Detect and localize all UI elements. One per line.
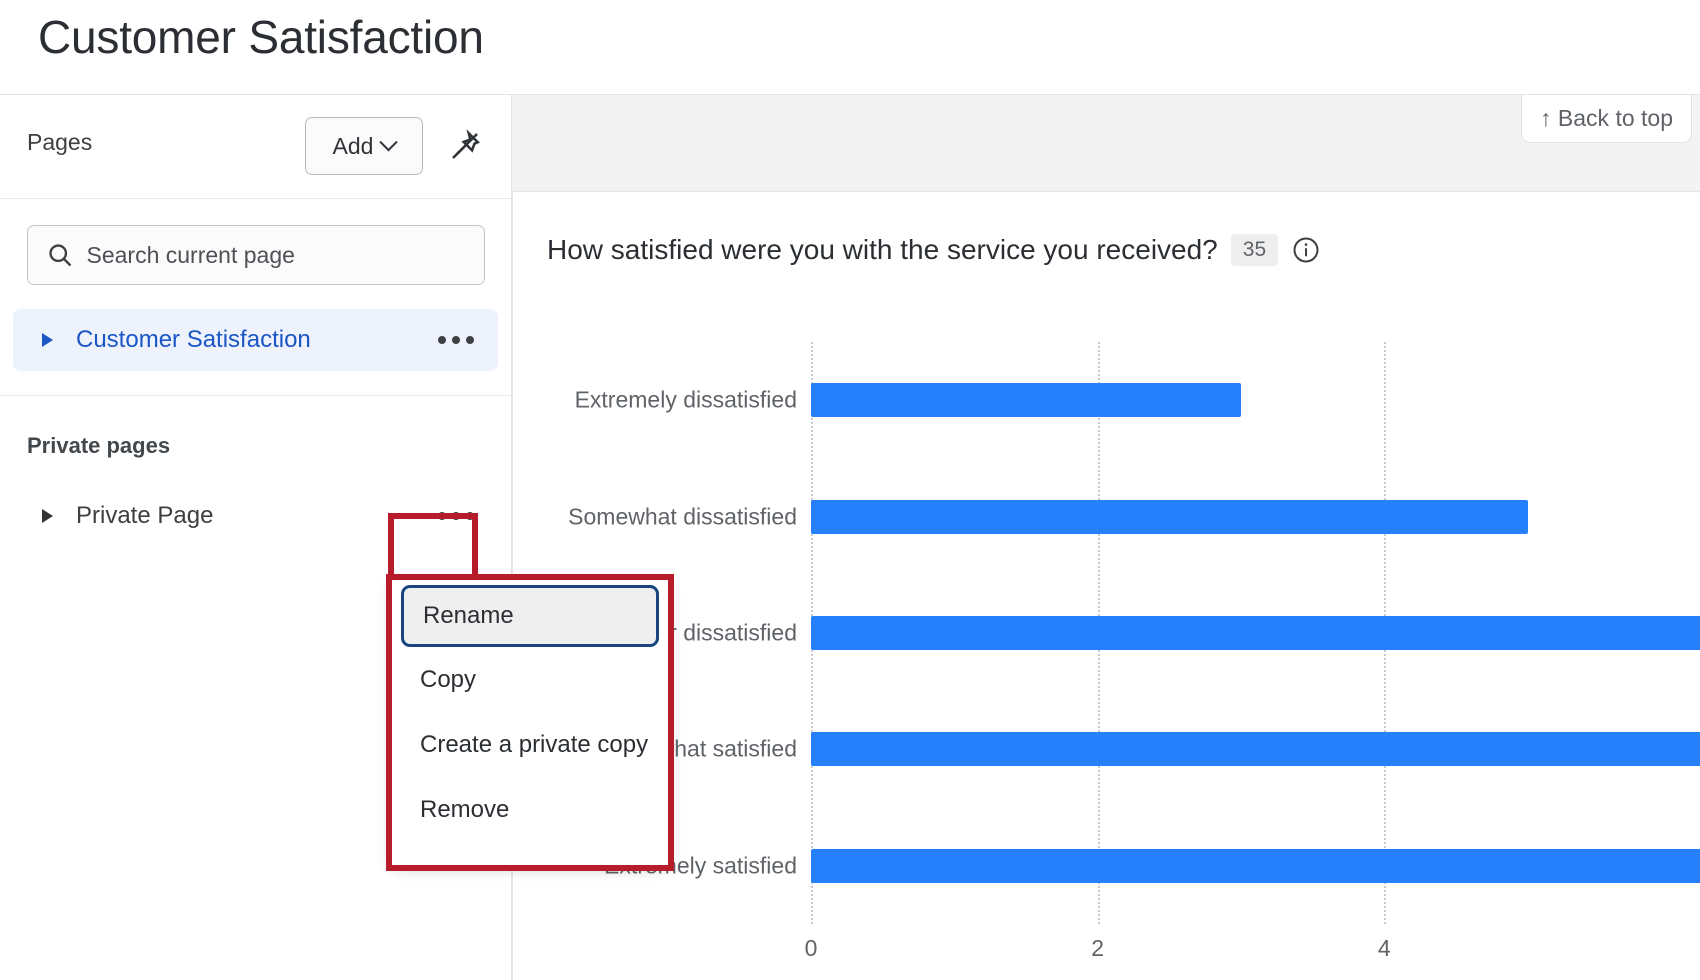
add-button[interactable]: Add — [305, 117, 423, 175]
category-label: Extremely dissatisfied — [574, 386, 797, 413]
x-axis-tick-label: 0 — [804, 935, 818, 961]
bar[interactable] — [811, 848, 1700, 883]
search-section — [0, 199, 511, 285]
ellipsis-icon[interactable] — [438, 336, 474, 344]
x-axis-tick-label: 2 — [1091, 935, 1105, 961]
info-circle-icon[interactable] — [1291, 235, 1321, 265]
sidebar-item-label: Customer Satisfaction — [76, 326, 311, 353]
search-icon — [48, 244, 71, 267]
chevron-down-icon — [379, 132, 399, 151]
bar-row: Extremely satisfied — [604, 808, 1700, 924]
sidebar-divider — [0, 395, 511, 396]
chart-plot-area: 0 2 4 Extremely dissatisfied Somewhat dissat… — [472, 342, 1700, 962]
page-context-menu: Rename Copy Create a private copy Remove — [392, 580, 668, 865]
pages-label: Pages — [27, 129, 93, 155]
private-pages-heading: Private pages — [27, 433, 171, 458]
expand-triangle-icon[interactable] — [42, 509, 53, 523]
bar-chart: 0 2 4 Extremely dissatisfied Somewhat dissat… — [472, 322, 1700, 980]
context-menu-item-remove[interactable]: Remove — [420, 795, 510, 823]
context-menu-item-copy[interactable]: Copy — [420, 665, 477, 693]
pages-sidebar: Pages Add Custome — [0, 95, 512, 980]
page-tree: Customer Satisfaction — [0, 309, 511, 371]
bar-row: Neither satisfied nor dissatisfied — [472, 575, 1700, 691]
bar[interactable] — [811, 383, 1241, 418]
expand-triangle-icon[interactable] — [42, 333, 53, 347]
question-card: How satisfied were you with the service … — [472, 191, 1700, 980]
context-menu-item-create-a-private-copy[interactable]: Create a private copy — [420, 730, 649, 758]
sidebar-item-label: Private Page — [76, 502, 214, 529]
category-label: Somewhat dissatisfied — [568, 503, 797, 530]
bar-row: Somewhat dissatisfied — [568, 458, 1671, 574]
x-axis-tick-label: 4 — [1377, 935, 1391, 961]
bar-row: Somewhat satisfied — [598, 691, 1700, 807]
context-menu-item-rename[interactable]: Rename — [401, 585, 659, 647]
bar-row: Extremely dissatisfied — [575, 342, 1671, 458]
question-text: How satisfied were you with the service … — [547, 234, 1218, 265]
page-title: Customer Satisfaction — [38, 11, 484, 63]
add-button-label: Add — [332, 132, 374, 159]
bar[interactable] — [811, 499, 1528, 534]
question-header: How satisfied were you with the service … — [547, 234, 1321, 266]
back-to-top-button[interactable]: ↑ Back to top — [1521, 95, 1692, 143]
response-count-badge: 35 — [1230, 234, 1279, 266]
page-header: Customer Satisfaction — [0, 0, 1700, 95]
unpin-icon[interactable] — [447, 128, 483, 164]
sidebar-item-private-page[interactable]: Private Page — [13, 485, 498, 547]
search-box[interactable] — [26, 225, 485, 285]
pages-toolbar: Pages Add — [0, 95, 511, 199]
search-input[interactable] — [86, 241, 437, 269]
private-page-ellipsis-icon[interactable] — [438, 512, 474, 520]
main-content: ↑ Back to top How satisfied were you wit… — [472, 95, 1700, 980]
bar[interactable] — [811, 732, 1700, 767]
bar[interactable] — [811, 615, 1700, 650]
private-page-tree: Private Page — [0, 485, 511, 547]
sidebar-item-customer-satisfaction[interactable]: Customer Satisfaction — [13, 309, 498, 371]
